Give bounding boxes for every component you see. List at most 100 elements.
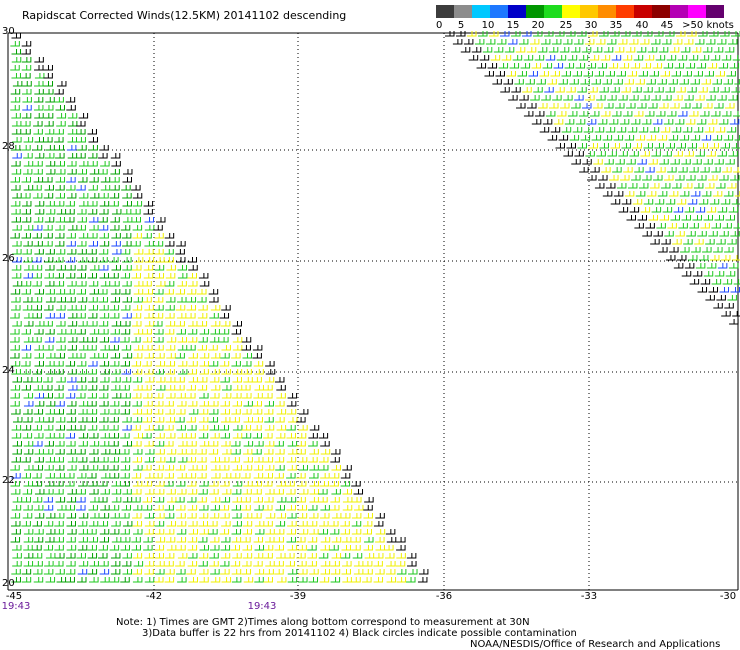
wind-barb xyxy=(21,577,32,583)
wind-barb xyxy=(219,425,229,431)
wind-barb xyxy=(154,329,164,335)
wind-barb xyxy=(297,545,307,551)
wind-barb xyxy=(362,577,372,583)
wind-barb xyxy=(45,169,56,175)
wind-barb xyxy=(253,457,264,463)
wind-barb xyxy=(729,319,739,325)
wind-barb xyxy=(32,425,42,431)
wind-barb xyxy=(187,401,198,407)
wind-barb xyxy=(43,257,54,263)
legend-label: >50 knots xyxy=(682,20,734,31)
wind-barb xyxy=(623,167,633,173)
wind-barb xyxy=(43,377,53,383)
wind-barb xyxy=(721,111,732,117)
wind-barb xyxy=(584,39,595,45)
wind-barb xyxy=(144,313,154,319)
wind-barb xyxy=(99,569,110,575)
wind-barb xyxy=(109,225,120,231)
wind-barb xyxy=(56,345,66,351)
wind-barb xyxy=(626,215,636,221)
wind-barb xyxy=(241,385,251,391)
wind-barb xyxy=(716,295,726,301)
wind-barb xyxy=(121,185,131,191)
wind-barb xyxy=(155,481,165,487)
wind-barb xyxy=(406,577,416,583)
wind-barb xyxy=(87,393,97,399)
wind-barb xyxy=(187,449,197,455)
wind-barb xyxy=(241,497,251,503)
wind-barb xyxy=(67,489,77,495)
wind-barb xyxy=(706,263,717,269)
wind-barb xyxy=(660,71,670,77)
wind-barb xyxy=(33,409,44,415)
wind-barb xyxy=(175,249,185,255)
wind-barb xyxy=(577,87,587,93)
wind-barb xyxy=(10,353,20,359)
wind-barb xyxy=(10,537,21,543)
wind-barb xyxy=(44,417,54,423)
wind-barb xyxy=(164,561,174,567)
wind-barb xyxy=(604,103,614,109)
wind-barb xyxy=(726,71,736,77)
wind-barb xyxy=(555,143,565,149)
wind-barb xyxy=(165,377,176,383)
wind-barb xyxy=(232,465,242,471)
wind-barb xyxy=(252,449,262,455)
wind-barb xyxy=(43,241,53,247)
wind-barb xyxy=(77,249,87,255)
wind-barb xyxy=(98,225,109,231)
wind-barb xyxy=(276,385,286,391)
wind-barb xyxy=(538,103,548,109)
wind-barb xyxy=(132,441,142,447)
wind-barb xyxy=(671,183,682,189)
wind-barb xyxy=(642,231,652,237)
wind-barb xyxy=(131,321,142,327)
wind-barb xyxy=(154,521,165,527)
wind-barb xyxy=(197,321,208,327)
wind-barb xyxy=(78,537,88,543)
wind-barb xyxy=(698,87,708,93)
wind-barb xyxy=(580,79,590,85)
wind-barb xyxy=(10,177,20,183)
wind-barb xyxy=(110,177,120,183)
wind-barb xyxy=(731,199,740,205)
wind-barb xyxy=(154,553,165,559)
wind-barb xyxy=(11,113,21,119)
wind-barb xyxy=(677,111,688,117)
wind-barb xyxy=(597,63,608,69)
wind-barb xyxy=(166,337,177,343)
wind-barb xyxy=(76,289,86,295)
wind-barb xyxy=(131,337,141,343)
wind-barb xyxy=(153,425,164,431)
wind-barb xyxy=(253,361,264,367)
wind-barb xyxy=(33,217,44,223)
wind-barb xyxy=(175,385,185,391)
wind-barb xyxy=(722,223,732,229)
wind-barb xyxy=(242,553,253,559)
wind-barb xyxy=(175,305,186,311)
wind-barb xyxy=(705,295,715,301)
wind-barb xyxy=(34,457,44,463)
wind-barb xyxy=(309,481,319,487)
lat-label-22: 22 xyxy=(2,475,15,486)
wind-barb xyxy=(694,239,704,245)
wind-barb xyxy=(254,521,265,527)
wind-barb xyxy=(241,345,251,351)
wind-barb xyxy=(122,297,132,303)
wind-barb xyxy=(54,521,64,527)
wind-barb xyxy=(197,457,207,463)
wind-barb xyxy=(32,305,42,311)
wind-barb xyxy=(100,345,110,351)
wind-barb xyxy=(54,89,64,95)
wind-barb xyxy=(320,561,331,567)
wind-barb xyxy=(221,489,232,495)
wind-barb xyxy=(690,135,701,141)
wind-barb xyxy=(88,201,98,207)
wind-barb xyxy=(154,441,165,447)
wind-barb xyxy=(298,577,308,583)
wind-barb xyxy=(704,183,715,189)
wind-barb xyxy=(665,199,676,205)
wind-barb xyxy=(21,193,31,199)
wind-barb xyxy=(55,225,65,231)
wind-barb xyxy=(99,145,109,151)
